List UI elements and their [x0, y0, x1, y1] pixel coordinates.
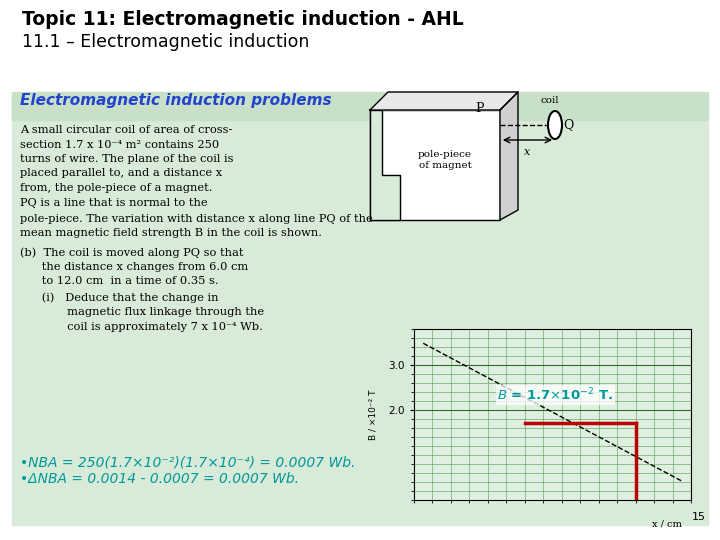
- Text: Electromagnetic induction problems: Electromagnetic induction problems: [20, 93, 332, 108]
- Text: x: x: [524, 147, 530, 157]
- Ellipse shape: [548, 111, 562, 139]
- Text: pole-piece
of magnet: pole-piece of magnet: [418, 150, 472, 170]
- Text: pole-piece. The variation with distance x along line PQ of the: pole-piece. The variation with distance …: [20, 214, 373, 224]
- Text: turns of wire. The plane of the coil is: turns of wire. The plane of the coil is: [20, 154, 233, 164]
- Text: from, the pole-piece of a magnet.: from, the pole-piece of a magnet.: [20, 183, 212, 193]
- Text: magnetic flux linkage through the: magnetic flux linkage through the: [20, 307, 264, 317]
- Bar: [0, 0, 720, 100]
- Text: P: P: [476, 102, 485, 114]
- Bar: [12, 95, 708, 525]
- Bar: [12, 92, 708, 120]
- Text: x / cm: x / cm: [652, 519, 682, 529]
- Text: Topic 11: Electromagnetic induction - AHL: Topic 11: Electromagnetic induction - AH…: [22, 10, 464, 29]
- Polygon shape: [370, 110, 400, 220]
- Text: (b)  The coil is moved along PQ so that: (b) The coil is moved along PQ so that: [20, 247, 243, 258]
- Text: A small circular coil of area of cross-: A small circular coil of area of cross-: [20, 125, 233, 135]
- Text: to 12.0 cm  in a time of 0.35 s.: to 12.0 cm in a time of 0.35 s.: [20, 276, 219, 286]
- Text: placed parallel to, and a distance x: placed parallel to, and a distance x: [20, 168, 222, 179]
- Text: PQ is a line that is normal to the: PQ is a line that is normal to the: [20, 198, 207, 207]
- Polygon shape: [370, 92, 518, 110]
- Text: $\it{B}$ = 1.7$\times$10$^{-2}$ T.: $\it{B}$ = 1.7$\times$10$^{-2}$ T.: [497, 387, 613, 403]
- Text: 15: 15: [692, 512, 706, 522]
- Text: 11.1 – Electromagnetic induction: 11.1 – Electromagnetic induction: [22, 33, 310, 51]
- Text: Q: Q: [563, 118, 573, 132]
- Text: section 1.7 x 10⁻⁴ m² contains 250: section 1.7 x 10⁻⁴ m² contains 250: [20, 139, 219, 150]
- Bar: [370, 110, 500, 220]
- Text: •NBA = 250(1.7×10⁻²)(1.7×10⁻⁴) = 0.0007 Wb.: •NBA = 250(1.7×10⁻²)(1.7×10⁻⁴) = 0.0007 …: [20, 456, 356, 470]
- Text: coil is approximately 7 x 10⁻⁴ Wb.: coil is approximately 7 x 10⁻⁴ Wb.: [20, 321, 263, 332]
- Text: B / ×10⁻² T: B / ×10⁻² T: [369, 389, 378, 440]
- Text: (i)   Deduce that the change in: (i) Deduce that the change in: [20, 293, 218, 303]
- Text: the distance x changes from 6.0 cm: the distance x changes from 6.0 cm: [20, 261, 248, 272]
- Polygon shape: [500, 92, 518, 220]
- Text: •ΔNBA = 0.0014 - 0.0007 = 0.0007 Wb.: •ΔNBA = 0.0014 - 0.0007 = 0.0007 Wb.: [20, 472, 299, 486]
- Text: coil: coil: [541, 96, 559, 105]
- Text: mean magnetic field strength B in the coil is shown.: mean magnetic field strength B in the co…: [20, 228, 322, 239]
